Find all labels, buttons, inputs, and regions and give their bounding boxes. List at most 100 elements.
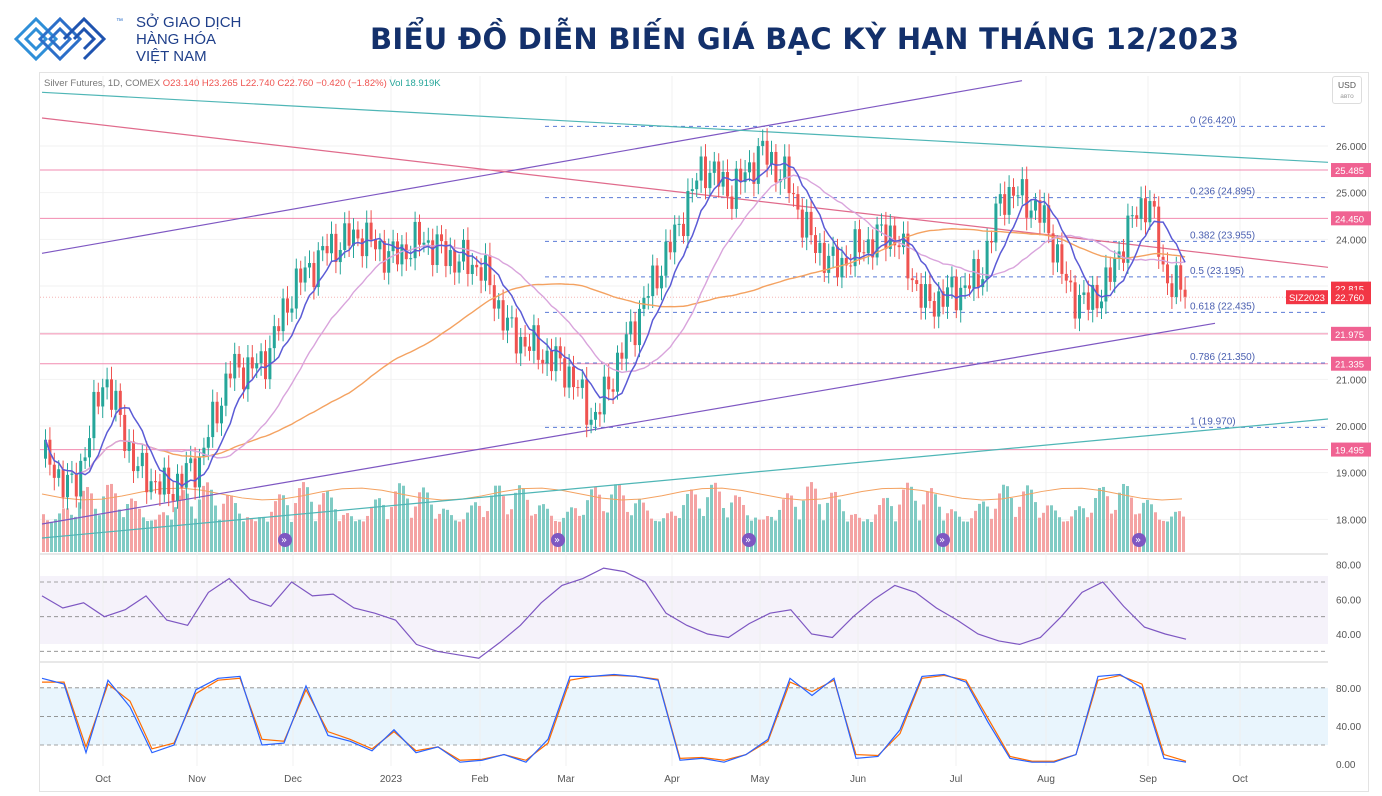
volume-bar [1166, 521, 1169, 552]
volume-bar [778, 509, 781, 552]
candle-body [1135, 215, 1139, 219]
volume-bar [206, 482, 209, 552]
candle-body [374, 239, 377, 250]
volume-bar [714, 482, 717, 552]
time-tick-label: Jul [950, 774, 963, 785]
volume-bar [774, 520, 777, 552]
volume-bar [630, 515, 633, 552]
event-marker-icon: » [551, 533, 565, 547]
candle-body [981, 279, 985, 288]
volume-bar [450, 515, 453, 552]
volume-bar [626, 511, 629, 552]
candle-body [158, 481, 162, 495]
candle-body [550, 350, 553, 372]
symbol-name[interactable]: Silver Futures, 1D, COMEX [44, 78, 161, 89]
volume-bar [322, 493, 325, 552]
price-level-tag-text: 21.975 [1335, 330, 1364, 341]
candle-body [787, 156, 791, 194]
candle-body [1038, 200, 1042, 223]
price-level-tag-text: 22.760 [1335, 293, 1364, 304]
volume-bar [278, 494, 281, 552]
volume-bar [350, 516, 353, 552]
candle-body [96, 391, 100, 407]
candle-body [871, 239, 875, 258]
candle-body [1016, 195, 1020, 197]
price-tick-label: 21.000 [1336, 375, 1367, 386]
candle-body [101, 387, 105, 407]
volume-bar [202, 485, 205, 552]
candle-body [682, 223, 685, 237]
volume-bar [1138, 513, 1141, 552]
candle-body [884, 224, 888, 250]
volume-bar [430, 504, 433, 552]
volume-bar [566, 511, 569, 552]
volume-bar [562, 517, 565, 552]
volume-bar [610, 494, 613, 552]
candle-body [466, 239, 470, 274]
volume-bar [258, 517, 261, 552]
candle-body [646, 296, 650, 298]
logo-line-2: HÀNG HÓA [136, 31, 217, 48]
volume-bar [950, 509, 953, 552]
volume-bar [738, 496, 741, 552]
price-tick-label: 26.000 [1336, 142, 1367, 153]
volume-bar [302, 482, 305, 552]
volume-bar [1142, 502, 1145, 552]
volume-bar [310, 501, 313, 552]
time-tick-label: 2023 [380, 774, 403, 785]
volume-bar [654, 520, 657, 552]
volume-bar [730, 502, 733, 552]
volume-bar [1022, 491, 1025, 552]
candle-body [70, 473, 74, 475]
candle-body [651, 265, 655, 297]
volume-bar [294, 503, 297, 552]
volume-bar [586, 500, 589, 552]
candle-body [1051, 233, 1055, 263]
candle-body [1113, 257, 1117, 282]
event-marker-circle [936, 533, 950, 547]
volume-bar [154, 519, 157, 552]
candle-body [1108, 267, 1112, 282]
candle-body [325, 246, 329, 254]
candle-body [457, 261, 461, 273]
candle-body [356, 229, 360, 239]
event-marker-icon: » [1132, 533, 1146, 547]
volume-bar [514, 492, 517, 552]
volume-bar [182, 490, 185, 552]
candle-body [1179, 265, 1183, 290]
volume-bar [378, 498, 381, 552]
volume-bar [270, 511, 273, 552]
volume-bar [334, 509, 337, 552]
trendline-purple-lower [41, 322, 1216, 525]
volume-bar [370, 506, 373, 552]
volume-bar [918, 520, 921, 552]
volume-bar [670, 511, 673, 552]
time-tick-label: Sep [1139, 774, 1157, 785]
candle-body [400, 244, 404, 265]
volume-bar [1162, 520, 1165, 552]
volume-bar [274, 501, 277, 552]
candle-body [743, 172, 747, 183]
volume-bar [938, 506, 941, 552]
volume-bar [698, 508, 701, 552]
volume-bar [282, 495, 285, 552]
volume-bar [646, 510, 649, 552]
candle-body [321, 246, 325, 251]
candle-body [985, 240, 989, 280]
candle-body [488, 255, 492, 286]
candle-body [620, 352, 624, 359]
candle-body [343, 223, 347, 250]
currency-selector[interactable]: USD авто [1332, 76, 1362, 104]
volume-bar [1010, 498, 1013, 552]
candle-body [193, 458, 197, 488]
candle-body [866, 239, 870, 254]
fib-level-label: 0.5 (23.195) [1190, 266, 1244, 277]
candle-body [972, 258, 976, 289]
volume-bar [862, 521, 865, 552]
volume-bar [262, 516, 265, 552]
candle-body [66, 474, 69, 498]
candle-body [858, 229, 861, 253]
price-tick-label: 19.000 [1336, 469, 1367, 480]
volume-bar [354, 521, 357, 552]
